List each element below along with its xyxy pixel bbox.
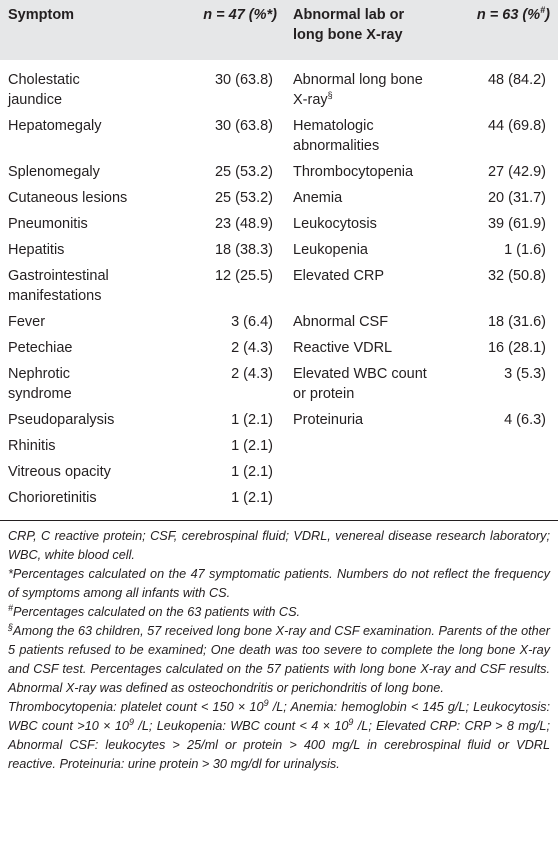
cell-n47: 1 (2.1) [231,490,273,506]
table-row: Cholestatic jaundice 30 (63.8) Abnormal lo… [0,67,558,113]
cell-n47: 1 (2.1) [231,464,273,480]
table-row: Rhinitis 1 (2.1) [0,433,558,459]
header-symptom: Symptom [8,7,75,23]
table-row: Gastrointestinal manifestations 12 (25.5)… [0,263,558,309]
cell-symptom: Nephrotic syndrome [8,366,72,402]
table-footnotes: CRP, C reactive protein; CSF, cerebrospi… [0,520,558,774]
cell-n63: 1 (1.6) [504,242,546,258]
footnote-hash: #Percentages calculated on the 63 patien… [8,602,301,619]
cell-symptom: Hepatomegaly [8,118,102,134]
cell-n47: 1 (2.1) [231,438,273,454]
cell-n63: 16 (28.1) [487,340,546,356]
cell-abnormal-lab [285,459,440,485]
table-row: Pneumonitis 23 (48.9) Leukocytosis 39 (61.9… [0,211,558,237]
cell-n63: 18 (31.6) [487,314,546,330]
table-row: Petechiae 2 (4.3) Reactive VDRL 16 (28.1) [0,335,558,361]
cell-abnormal-lab [285,485,440,511]
spacer-row [0,60,558,67]
cell-abnormal-lab: Abnormal long bone X-ray§ [293,72,423,108]
cell-abnormal-lab [285,433,440,459]
cell-symptom: Splenomegaly [8,164,100,180]
table-row: Hepatitis 18 (38.3) Leukopenia 1 (1.6) [0,237,558,263]
cell-symptom: Petechiae [8,340,73,356]
cell-n47: 1 (2.1) [231,412,273,428]
cell-n63: 32 (50.8) [487,268,546,284]
cell-n47: 30 (63.8) [214,72,273,88]
cell-symptom: Vitreous opacity [8,464,111,480]
table-row: Fever 3 (6.4) Abnormal CSF 18 (31.6) [0,309,558,335]
header-abnormal-lab: Abnormal lab or long bone X-ray [293,7,405,43]
table-body: Cholestatic jaundice 30 (63.8) Abnormal lo… [0,60,558,511]
cell-abnormal-lab: Elevated WBC count or protein [293,366,427,402]
cell-abnormal-lab: Reactive VDRL [293,340,393,356]
cell-n47: 18 (38.3) [214,242,273,258]
header-n63: n = 63 (%#) [476,5,550,23]
table-row: Cutaneous lesions 25 (53.2) Anemia 20 (31.7… [0,185,558,211]
cell-symptom: Fever [8,314,46,330]
table-row: Hepatomegaly 30 (63.8) Hematologic abnorma… [0,113,558,159]
table-row: Vitreous opacity 1 (2.1) [0,459,558,485]
cell-n47: 2 (4.3) [231,366,273,382]
cell-n47: 23 (48.9) [214,216,273,232]
footnote-section: §Among the 63 children, 57 received long… [8,621,550,695]
cell-symptom: Hepatitis [8,242,65,258]
cell-n63: 39 (61.9) [487,216,546,232]
footnote-abbreviations: CRP, C reactive protein; CSF, cerebrospi… [8,529,550,562]
cell-abnormal-lab: Anemia [293,190,343,206]
cell-n47: 25 (53.2) [214,164,273,180]
cell-n63: 3 (5.3) [504,366,546,382]
footnote-definitions: Thrombocytopenia: platelet count < 150 ×… [8,697,551,771]
cell-n63 [440,485,558,511]
cell-abnormal-lab: Thrombocytopenia [293,164,414,180]
table-row: Splenomegaly 25 (53.2) Thrombocytopenia 27 … [0,159,558,185]
cell-n63 [440,433,558,459]
cell-n63: 20 (31.7) [487,190,546,206]
cell-abnormal-lab: Leukocytosis [293,216,377,232]
header-n47: n = 47 (%*) [203,7,277,23]
cell-n47: 2 (4.3) [231,340,273,356]
table-row: Chorioretinitis 1 (2.1) [0,485,558,511]
cell-abnormal-lab: Elevated CRP [293,268,385,284]
cell-symptom: Cholestatic jaundice [8,72,80,108]
cell-symptom: Pneumonitis [8,216,88,232]
cell-symptom: Cutaneous lesions [8,190,128,206]
cell-n47: 25 (53.2) [214,190,273,206]
cell-abnormal-lab: Leukopenia [293,242,368,258]
cell-n63: 27 (42.9) [487,164,546,180]
cell-n47: 30 (63.8) [214,118,273,134]
cell-abnormal-lab: Hematologic abnormalities [293,118,380,154]
cell-n63: 48 (84.2) [487,72,546,88]
cell-n47: 3 (6.4) [231,314,273,330]
table-row: Pseudoparalysis 1 (2.1) Proteinuria 4 (6.3) [0,407,558,433]
header-row: Symptom n = 47 (%*) Abnormal lab or long… [0,0,558,60]
table-row: Nephrotic syndrome 2 (4.3) Elevated WBC co… [0,361,558,407]
cell-n63 [440,459,558,485]
cell-symptom: Chorioretinitis [8,490,97,506]
cell-n63: 44 (69.8) [487,118,546,134]
footnote-star: *Percentages calculated on the 47 sympto… [8,567,550,600]
cell-symptom: Pseudoparalysis [8,412,115,428]
cell-abnormal-lab: Abnormal CSF [293,314,389,330]
cell-abnormal-lab: Proteinuria [293,412,364,428]
cell-n63: 4 (6.3) [504,412,546,428]
symptoms-table: Symptom n = 47 (%*) Abnormal lab or long… [0,0,558,511]
cell-symptom: Gastrointestinal manifestations [8,268,109,304]
cell-symptom: Rhinitis [8,438,56,454]
cell-n47: 12 (25.5) [214,268,273,284]
